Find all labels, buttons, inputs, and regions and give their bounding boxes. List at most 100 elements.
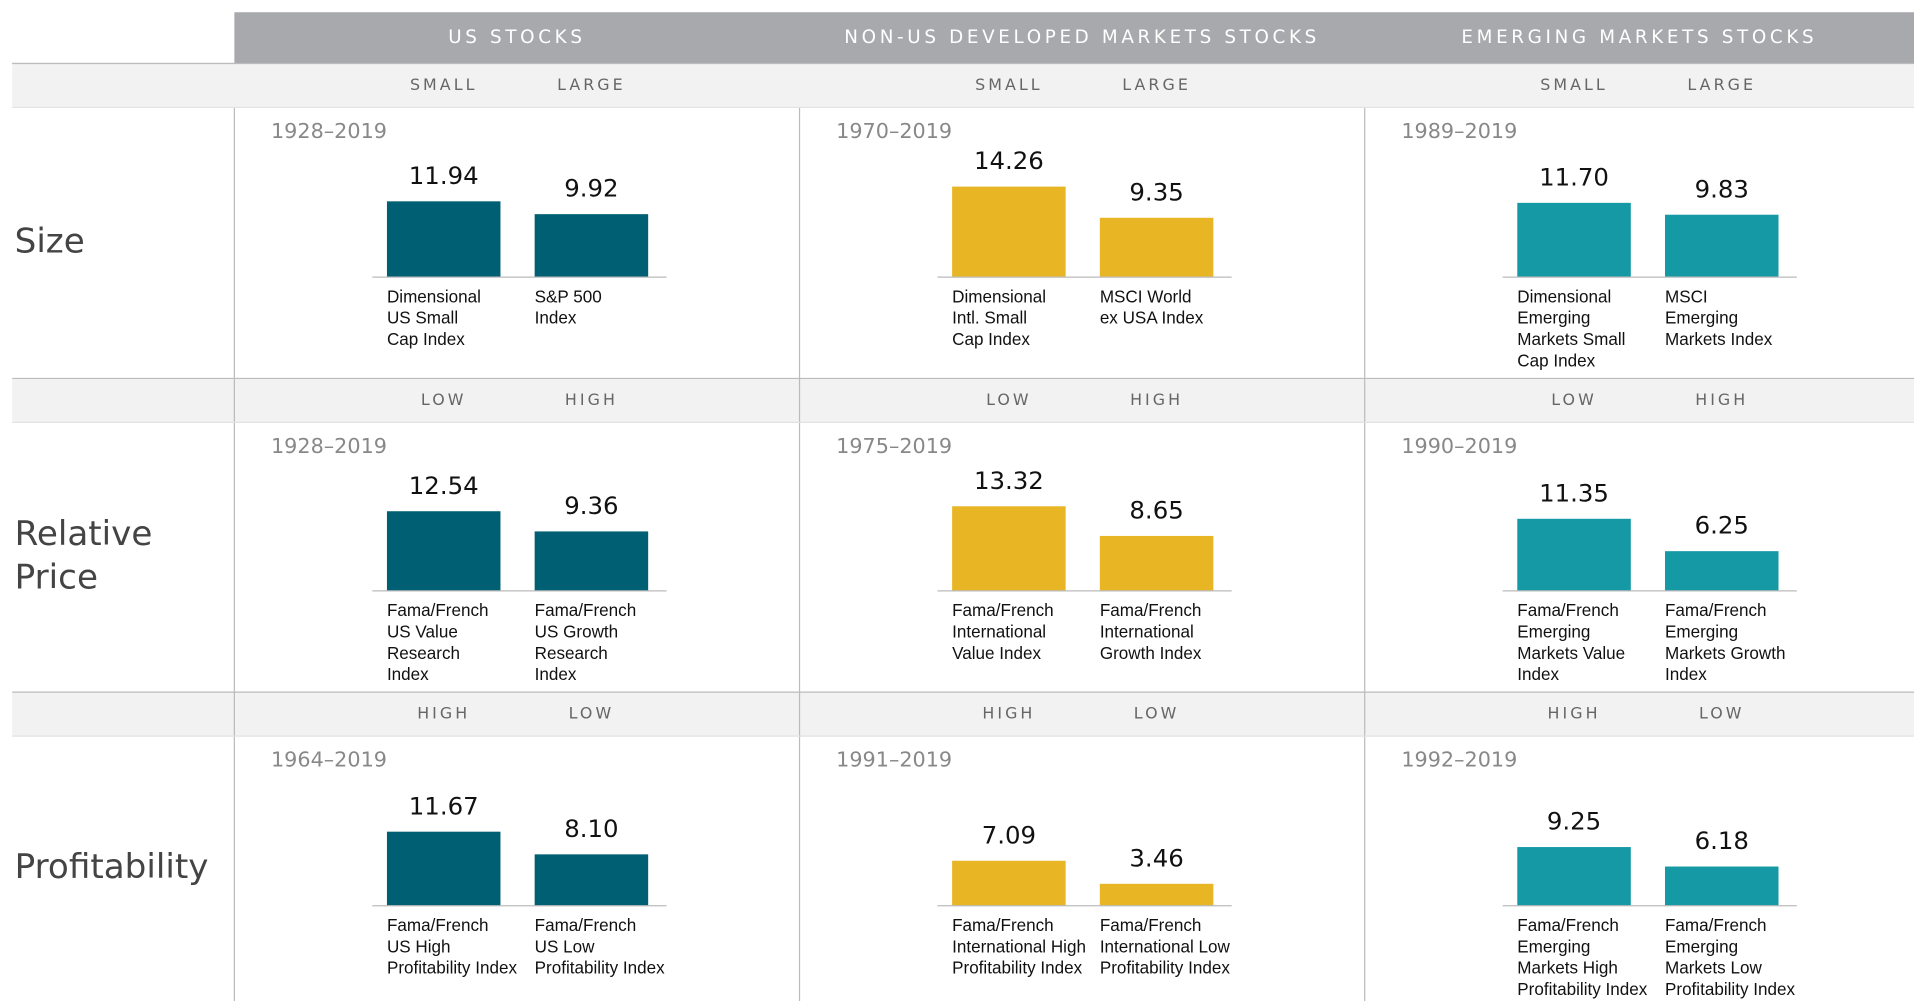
subheader: LOW: [1699, 704, 1745, 723]
bar: [952, 860, 1066, 906]
bar: [1517, 847, 1631, 906]
category-label: Research: [535, 644, 608, 663]
category-label: Index: [1517, 665, 1559, 684]
category-label: Markets Small: [1517, 330, 1625, 349]
category-label: Index: [1665, 665, 1707, 684]
period-label: 1990–2019: [1401, 434, 1517, 458]
period-label: 1975–2019: [836, 434, 952, 458]
bar: [534, 214, 649, 278]
value-label: 9.92: [564, 174, 618, 203]
category-label: Profitability Index: [1517, 980, 1648, 999]
value-label: 9.36: [564, 491, 618, 520]
category-label: Emerging: [1665, 937, 1738, 956]
category-label: Markets Index: [1665, 330, 1773, 349]
value-label: 14.26: [974, 146, 1044, 175]
category-label: Profitability Index: [952, 959, 1083, 978]
subheader-band: [12, 63, 1914, 108]
bar: [1664, 551, 1779, 591]
period-label: 1991–2019: [836, 748, 952, 772]
value-label: 6.25: [1695, 511, 1749, 540]
period-label: 1928–2019: [271, 119, 387, 143]
bar: [952, 506, 1066, 591]
category-label: Cap Index: [1517, 351, 1595, 370]
category-label: Cap Index: [387, 330, 465, 349]
value-label: 8.10: [564, 814, 618, 843]
subheader-band: [12, 378, 1914, 423]
bar: [1664, 866, 1779, 906]
subheader: LOW: [1551, 390, 1597, 409]
bar: [386, 831, 501, 906]
value-label: 11.35: [1539, 478, 1609, 507]
category-label: Profitability Index: [1100, 959, 1231, 978]
row-label: Price: [15, 558, 98, 598]
period-label: 1928–2019: [271, 434, 387, 458]
category-label: Fama/French: [1100, 916, 1202, 935]
category-label: Markets Low: [1665, 959, 1762, 978]
category-label: Profitability Index: [535, 959, 666, 978]
category-label: US Value: [387, 622, 458, 641]
subheader-band: [12, 692, 1914, 737]
category-label: Emerging: [1517, 622, 1590, 641]
category-label: Research: [387, 644, 460, 663]
bar: [1517, 202, 1631, 278]
category-label: MSCI: [1665, 287, 1708, 306]
subheader: LARGE: [1687, 75, 1756, 94]
column-header: US STOCKS: [448, 27, 585, 48]
category-label: Fama/French: [1517, 601, 1619, 620]
category-label: S&P 500: [535, 287, 602, 306]
bar: [952, 186, 1066, 278]
category-label: MSCI World: [1100, 287, 1192, 306]
bar: [1099, 883, 1214, 906]
category-label: US Small: [387, 309, 458, 328]
value-label: 11.70: [1539, 162, 1609, 191]
category-label: Fama/French: [535, 916, 637, 935]
subheader: LOW: [421, 390, 467, 409]
bar: [1517, 518, 1631, 591]
category-label: Value Index: [952, 644, 1041, 663]
value-label: 11.94: [409, 161, 479, 190]
value-label: 13.32: [974, 466, 1044, 495]
subheader: HIGH: [1130, 390, 1183, 409]
value-label: 9.25: [1547, 807, 1601, 836]
category-label: International: [952, 622, 1046, 641]
subheader: SMALL: [1540, 75, 1608, 94]
category-label: International Low: [1100, 937, 1231, 956]
bar: [1099, 535, 1214, 591]
category-label: US Growth: [535, 622, 619, 641]
subheader: HIGH: [565, 390, 618, 409]
period-label: 1970–2019: [836, 119, 952, 143]
category-label: Growth Index: [1100, 644, 1202, 663]
subheader: HIGH: [417, 704, 470, 723]
category-label: Dimensional: [952, 287, 1046, 306]
subheader: LARGE: [557, 75, 626, 94]
bar: [386, 201, 501, 278]
bar: [534, 854, 649, 906]
category-label: International High: [952, 937, 1086, 956]
value-label: 9.35: [1129, 177, 1183, 206]
subheader: LARGE: [1122, 75, 1191, 94]
subheader: LOW: [1134, 704, 1180, 723]
category-label: Fama/French: [535, 601, 637, 620]
bar: [1664, 214, 1779, 278]
category-label: Markets High: [1517, 959, 1618, 978]
subheader: LOW: [569, 704, 615, 723]
column-header: NON-US DEVELOPED MARKETS STOCKS: [844, 27, 1320, 48]
category-label: Index: [535, 665, 577, 684]
category-label: Dimensional: [387, 287, 481, 306]
category-label: Dimensional: [1517, 287, 1611, 306]
value-label: 7.09: [982, 820, 1036, 849]
column-header-band: [234, 12, 1914, 64]
category-label: Fama/French: [1517, 916, 1619, 935]
category-label: Profitability Index: [387, 959, 518, 978]
category-label: Fama/French: [387, 916, 489, 935]
category-label: Intl. Small: [952, 309, 1027, 328]
category-label: Profitability Index: [1665, 980, 1796, 999]
category-label: International: [1100, 622, 1194, 641]
period-label: 1964–2019: [271, 748, 387, 772]
category-label: Markets Growth: [1665, 644, 1786, 663]
subheader: SMALL: [410, 75, 478, 94]
value-label: 6.18: [1695, 826, 1749, 855]
bar: [386, 511, 501, 591]
bar: [534, 531, 649, 591]
